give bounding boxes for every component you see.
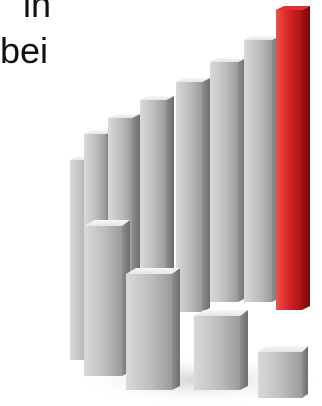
- bar-front-1: [84, 220, 130, 376]
- bar-highlight-red: [276, 6, 310, 310]
- bar-back-5: [176, 78, 210, 312]
- bar-front-4: [258, 346, 308, 398]
- caption-line-1: in: [23, 0, 52, 25]
- bar-front-3: [194, 310, 248, 390]
- bar-front-2: [126, 268, 180, 390]
- bar-back-6: [210, 58, 246, 302]
- caption-line-2: bei: [0, 30, 49, 71]
- bar-back-7: [244, 36, 280, 302]
